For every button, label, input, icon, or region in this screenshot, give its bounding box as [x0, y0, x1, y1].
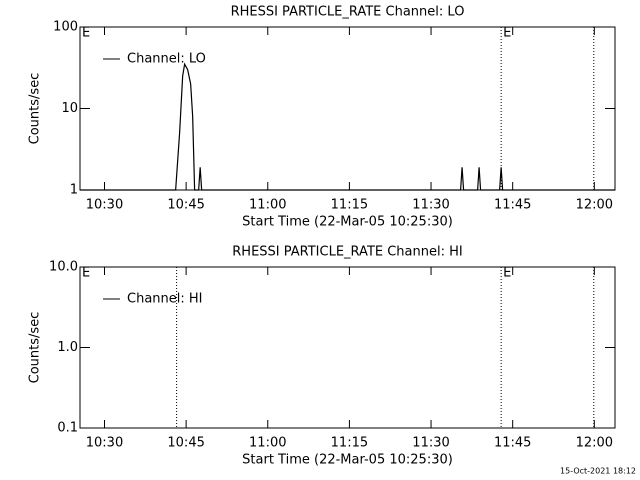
- data-line: [80, 62, 615, 191]
- y-tick-label: 1.0: [57, 340, 78, 355]
- x-tick-label: 11:00: [249, 436, 286, 451]
- x-tick-label: 11:30: [412, 436, 449, 451]
- x-tick-label: 11:45: [494, 198, 531, 213]
- y-tick-label: 10: [61, 101, 78, 116]
- chart-title: RHESSI PARTICLE_RATE Channel: LO: [231, 5, 465, 20]
- x-tick-label: 11:15: [331, 436, 368, 451]
- y-axis-label: Counts/sec: [28, 312, 43, 384]
- legend-label: Channel: HI: [127, 292, 203, 307]
- y-axis-label: Counts/sec: [28, 73, 43, 145]
- x-tick-label: 11:00: [249, 198, 286, 213]
- x-tick-label: 11:45: [494, 436, 531, 451]
- y-tick-label: 1: [70, 183, 78, 198]
- legend-label: Channel: LO: [127, 52, 206, 67]
- footer: 15-Oct-2021 18:12: [560, 467, 636, 476]
- y-tick-label: 0.1: [57, 421, 78, 436]
- flag-label: E: [82, 26, 90, 41]
- x-axis-label: Start Time (22-Mar-05 10:25:30): [242, 453, 453, 468]
- flag-label: E: [503, 266, 511, 281]
- x-tick-label: 10:45: [167, 436, 204, 451]
- x-tick-label: 12:00: [576, 436, 613, 451]
- flag-label: E: [503, 26, 511, 41]
- flag-label: E: [82, 266, 90, 281]
- x-axis-label: Start Time (22-Mar-05 10:25:30): [242, 215, 453, 230]
- x-tick-label: 10:30: [86, 436, 123, 451]
- x-tick-label: 12:00: [576, 198, 613, 213]
- y-tick-label: 10.0: [49, 260, 78, 275]
- chart-title: RHESSI PARTICLE_RATE Channel: HI: [232, 245, 462, 260]
- y-tick-label: 100: [53, 20, 78, 35]
- x-tick-label: 11:30: [412, 198, 449, 213]
- x-tick-label: 10:45: [167, 198, 204, 213]
- x-tick-label: 10:30: [86, 198, 123, 213]
- x-tick-label: 11:15: [331, 198, 368, 213]
